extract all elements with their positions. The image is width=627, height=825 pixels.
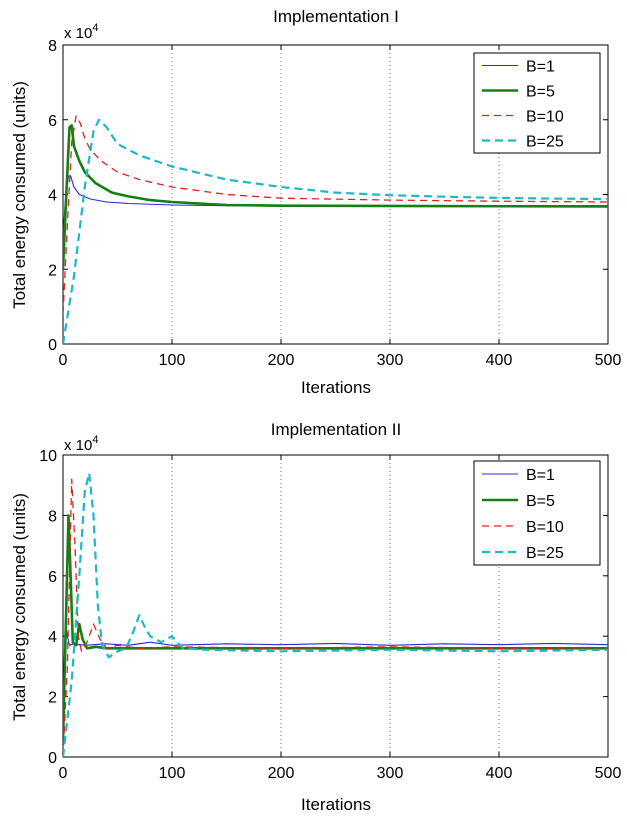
- y-tick-label: 8: [48, 508, 57, 525]
- series-group: [63, 115, 608, 344]
- x-tick-label: 200: [268, 352, 295, 369]
- legend-label: B=10: [526, 519, 564, 536]
- series-line-b-10: [63, 115, 608, 315]
- axis-exponent-base: x 10: [64, 437, 92, 454]
- axis-exponent-base: x 10: [64, 25, 92, 42]
- y-tick-label: 4: [48, 188, 57, 205]
- x-axis-label: Iterations: [301, 378, 371, 397]
- axis-exponent-label: x 104: [64, 22, 98, 42]
- y-tick-label: 0: [48, 337, 57, 354]
- y-tick-label: 10: [39, 448, 57, 465]
- x-tick-label: 100: [159, 765, 186, 782]
- y-tick-label: 2: [48, 262, 57, 279]
- x-tick-label: 100: [159, 352, 186, 369]
- series-line-b-10: [63, 478, 608, 757]
- y-tick-label: 8: [48, 38, 57, 55]
- series-line-b-5: [63, 514, 608, 742]
- chart-panel-implementation-1: Implementation I x 104 Iterations Total …: [10, 7, 621, 397]
- legend-label: B=1: [526, 467, 555, 484]
- legend: B=1 B=5 B=10 B=25: [473, 460, 601, 566]
- axis-exponent-power: 4: [92, 434, 98, 446]
- x-tick-label: 400: [486, 765, 513, 782]
- axis-exponent-power: 4: [92, 22, 98, 34]
- series-line-b-25: [63, 472, 608, 757]
- x-tick-label: 500: [595, 765, 622, 782]
- legend-label: B=5: [526, 493, 555, 510]
- axis-exponent-label: x 104: [64, 434, 98, 454]
- y-tick-label: 4: [48, 629, 57, 646]
- legend-box: [473, 460, 601, 566]
- legend-label: B=10: [526, 109, 564, 126]
- x-tick-label: 200: [268, 765, 295, 782]
- x-axis-label: Iterations: [301, 795, 371, 814]
- series-group: [63, 472, 608, 757]
- y-tick-label: 0: [48, 750, 57, 767]
- chart-panel-implementation-2: Implementation II x 104 Iterations Total…: [10, 420, 621, 814]
- series-line-b-5: [63, 124, 608, 270]
- series-line-b-25: [63, 118, 608, 344]
- legend-label: B=25: [526, 545, 564, 562]
- x-tick-label: 500: [595, 352, 622, 369]
- y-tick-label: 6: [48, 113, 57, 130]
- x-tick-label: 300: [377, 765, 404, 782]
- legend: B=1 B=5 B=10 B=25: [473, 52, 601, 154]
- x-tick-label: 400: [486, 352, 513, 369]
- legend-label: B=5: [526, 84, 555, 101]
- y-axis-label: Total energy consumed (units): [10, 81, 29, 309]
- chart-title: Implementation II: [271, 420, 401, 439]
- chart-title: Implementation I: [273, 7, 399, 26]
- legend-label: B=25: [526, 134, 564, 151]
- x-tick-label: 0: [59, 352, 68, 369]
- legend-box: [473, 52, 601, 154]
- y-tick-label: 6: [48, 569, 57, 586]
- x-tick-label: 0: [59, 765, 68, 782]
- x-tick-label: 300: [377, 352, 404, 369]
- legend-label: B=1: [526, 59, 555, 76]
- series-line-b-1: [63, 623, 608, 727]
- y-axis-label: Total energy consumed (units): [10, 493, 29, 721]
- y-tick-label: 2: [48, 690, 57, 707]
